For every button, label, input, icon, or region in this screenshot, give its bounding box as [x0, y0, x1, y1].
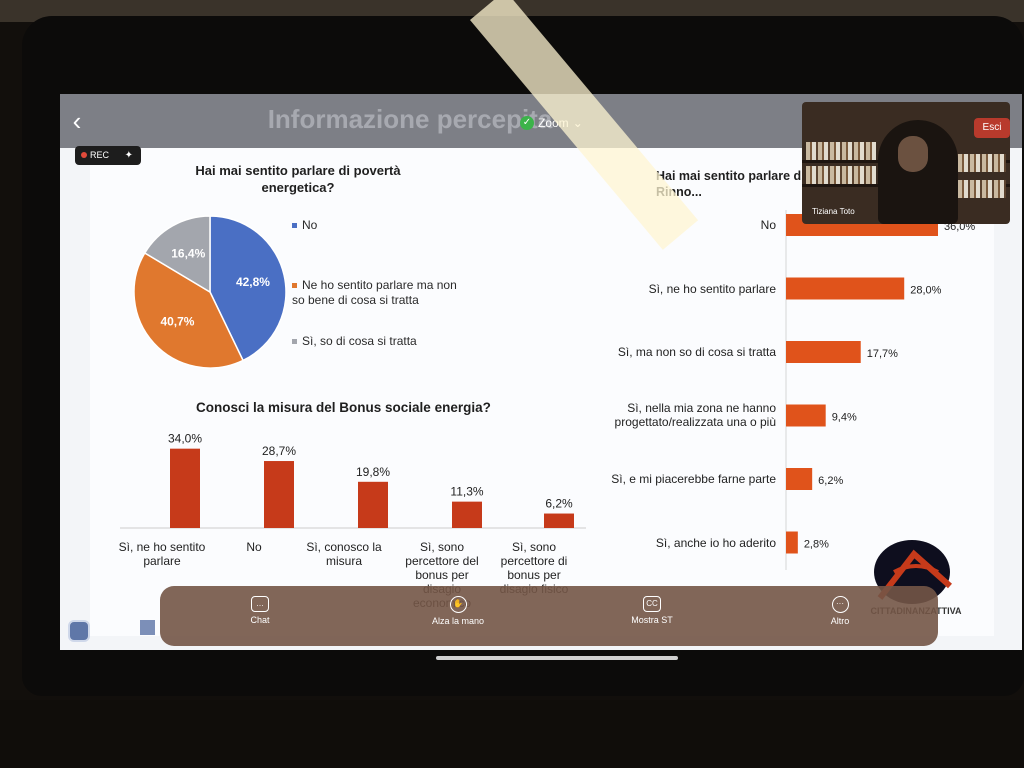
- raise-hand-label: Alza la mano: [431, 616, 485, 626]
- legend-label: Sì, so di cosa si tratta: [302, 334, 417, 348]
- hand-icon: ✋: [449, 596, 467, 613]
- home-indicator[interactable]: [436, 656, 678, 660]
- bar: [358, 481, 388, 528]
- hbar-category-label: Sì, anche io ho aderito: [655, 535, 776, 550]
- chat-label: Chat: [250, 615, 270, 625]
- hbar-category-label: Sì, ne ho sentito parlare: [648, 281, 776, 296]
- record-dot-icon: [81, 152, 87, 158]
- subtitles-button[interactable]: CC Mostra ST: [612, 596, 692, 625]
- legend-swatch: [292, 223, 297, 229]
- bookshelf: [946, 180, 1006, 198]
- hbar: [786, 277, 905, 300]
- legend-label: No: [302, 218, 318, 232]
- more-icon: ···: [831, 596, 849, 613]
- hbar: [786, 404, 826, 427]
- bar: [452, 501, 482, 528]
- app-icon[interactable]: [68, 620, 90, 642]
- pie-slice: [133, 251, 245, 369]
- hbar-category-label: No: [760, 218, 776, 232]
- pie-slice-label: 16,4%: [171, 247, 205, 261]
- hbar-value-label: 2,8%: [804, 539, 829, 551]
- bar-value-label: 11,3%: [450, 485, 483, 499]
- pie-chart: 42,8% 40,7% 16,4%: [133, 215, 287, 369]
- legend-swatch: [292, 283, 297, 289]
- pie-slice: [143, 215, 211, 294]
- hbar-value-label: 36,0%: [944, 221, 975, 233]
- participant-face: [898, 136, 928, 172]
- bar: [544, 513, 574, 528]
- legend-label: Ne ho sentito parlare ma non so bene di …: [292, 278, 457, 307]
- hbar-category-label: Sì, ma non so di cosa si tratta: [617, 345, 776, 359]
- bookshelf: [806, 166, 876, 184]
- hbar: [786, 531, 798, 554]
- zoom-menu[interactable]: ✓ Zoom ⌄: [520, 114, 583, 132]
- exit-button[interactable]: Esci: [974, 118, 1010, 138]
- chat-button[interactable]: … Chat: [220, 596, 300, 625]
- legend-item-no: No: [292, 218, 452, 233]
- vertical-bar-chart: 34,0% 28,7% 19,8% 11,3% 6,2%: [120, 432, 586, 529]
- hbar-value-label: 17,7%: [867, 348, 898, 360]
- bar-category-label: Sì, conosco la misura: [306, 540, 382, 568]
- rec-label: REC: [90, 150, 110, 160]
- meeting-toolbar: … Chat ✋ Alza la mano CC Mostra ST ··· A…: [160, 586, 938, 646]
- participant-name: Tiziana Toto: [812, 207, 855, 216]
- pie-slice-label: 42,8%: [236, 275, 270, 289]
- sparkle-icon[interactable]: ✦: [124, 150, 133, 161]
- bookshelf: [946, 154, 1006, 172]
- hbar-category-label: Sì, nella mia zona ne hanno progettato/r…: [614, 400, 776, 429]
- legend-swatch: [292, 339, 297, 345]
- more-button[interactable]: ··· Altro: [800, 596, 880, 626]
- zoom-meeting-screen: ‹ Informazione percepita ✓ Zoom ⌄ REC ✦ …: [60, 94, 1022, 650]
- chat-icon: …: [251, 596, 269, 612]
- raise-hand-button[interactable]: ✋ Alza la mano: [418, 596, 498, 626]
- pie-slice-label: 40,7%: [160, 315, 194, 329]
- hbar: [786, 341, 861, 363]
- bar-category-label: No: [246, 540, 262, 554]
- more-label: Altro: [830, 616, 850, 626]
- bar: [170, 448, 200, 528]
- cc-icon: CC: [643, 596, 661, 612]
- zoom-label: Zoom: [538, 116, 569, 130]
- chevron-down-icon: ⌄: [572, 116, 583, 130]
- bar-value-label: 34,0%: [168, 432, 202, 446]
- legend-item-heard: Ne ho sentito parlare ma non so bene di …: [292, 278, 462, 308]
- hbar-category-label: Sì, e mi piacerebbe farne parte: [611, 472, 776, 486]
- bar-value-label: 19,8%: [356, 465, 390, 479]
- bar-value-label: 6,2%: [545, 497, 573, 511]
- hbar-value-label: 28,0%: [910, 285, 941, 297]
- recording-indicator: REC ✦: [75, 146, 141, 165]
- logo-figure: [877, 549, 952, 600]
- slide-title: Informazione percepita: [267, 104, 553, 134]
- check-circle-icon: ✓: [520, 116, 534, 130]
- bar-value-label: 28,7%: [262, 444, 296, 458]
- bookshelf: [806, 142, 876, 160]
- bar-category-label: Sì, ne ho sentito parlare: [118, 540, 206, 568]
- hbar: [786, 468, 813, 490]
- pie-slice: [209, 215, 287, 362]
- pie-chart-title: Hai mai sentito parlare di povertà energ…: [195, 163, 401, 195]
- chevron-left-icon[interactable]: ‹: [72, 106, 82, 136]
- hbar-value-label: 6,2%: [818, 475, 843, 487]
- bar-chart-title: Conosci la misura del Bonus sociale ener…: [196, 400, 491, 415]
- self-view-thumbnail[interactable]: [140, 620, 155, 635]
- legend-item-know: Sì, so di cosa si tratta: [292, 334, 462, 349]
- bar: [264, 461, 294, 528]
- desk-surface: [0, 700, 1024, 768]
- horizontal-bar-chart: 36,0% 28,0% 17,7% 9,4% 6,2% 2,8%: [785, 210, 975, 570]
- subtitles-label: Mostra ST: [631, 615, 673, 625]
- hbar-value-label: 9,4%: [832, 412, 857, 424]
- participant-video[interactable]: Tiziana Toto: [802, 102, 1010, 224]
